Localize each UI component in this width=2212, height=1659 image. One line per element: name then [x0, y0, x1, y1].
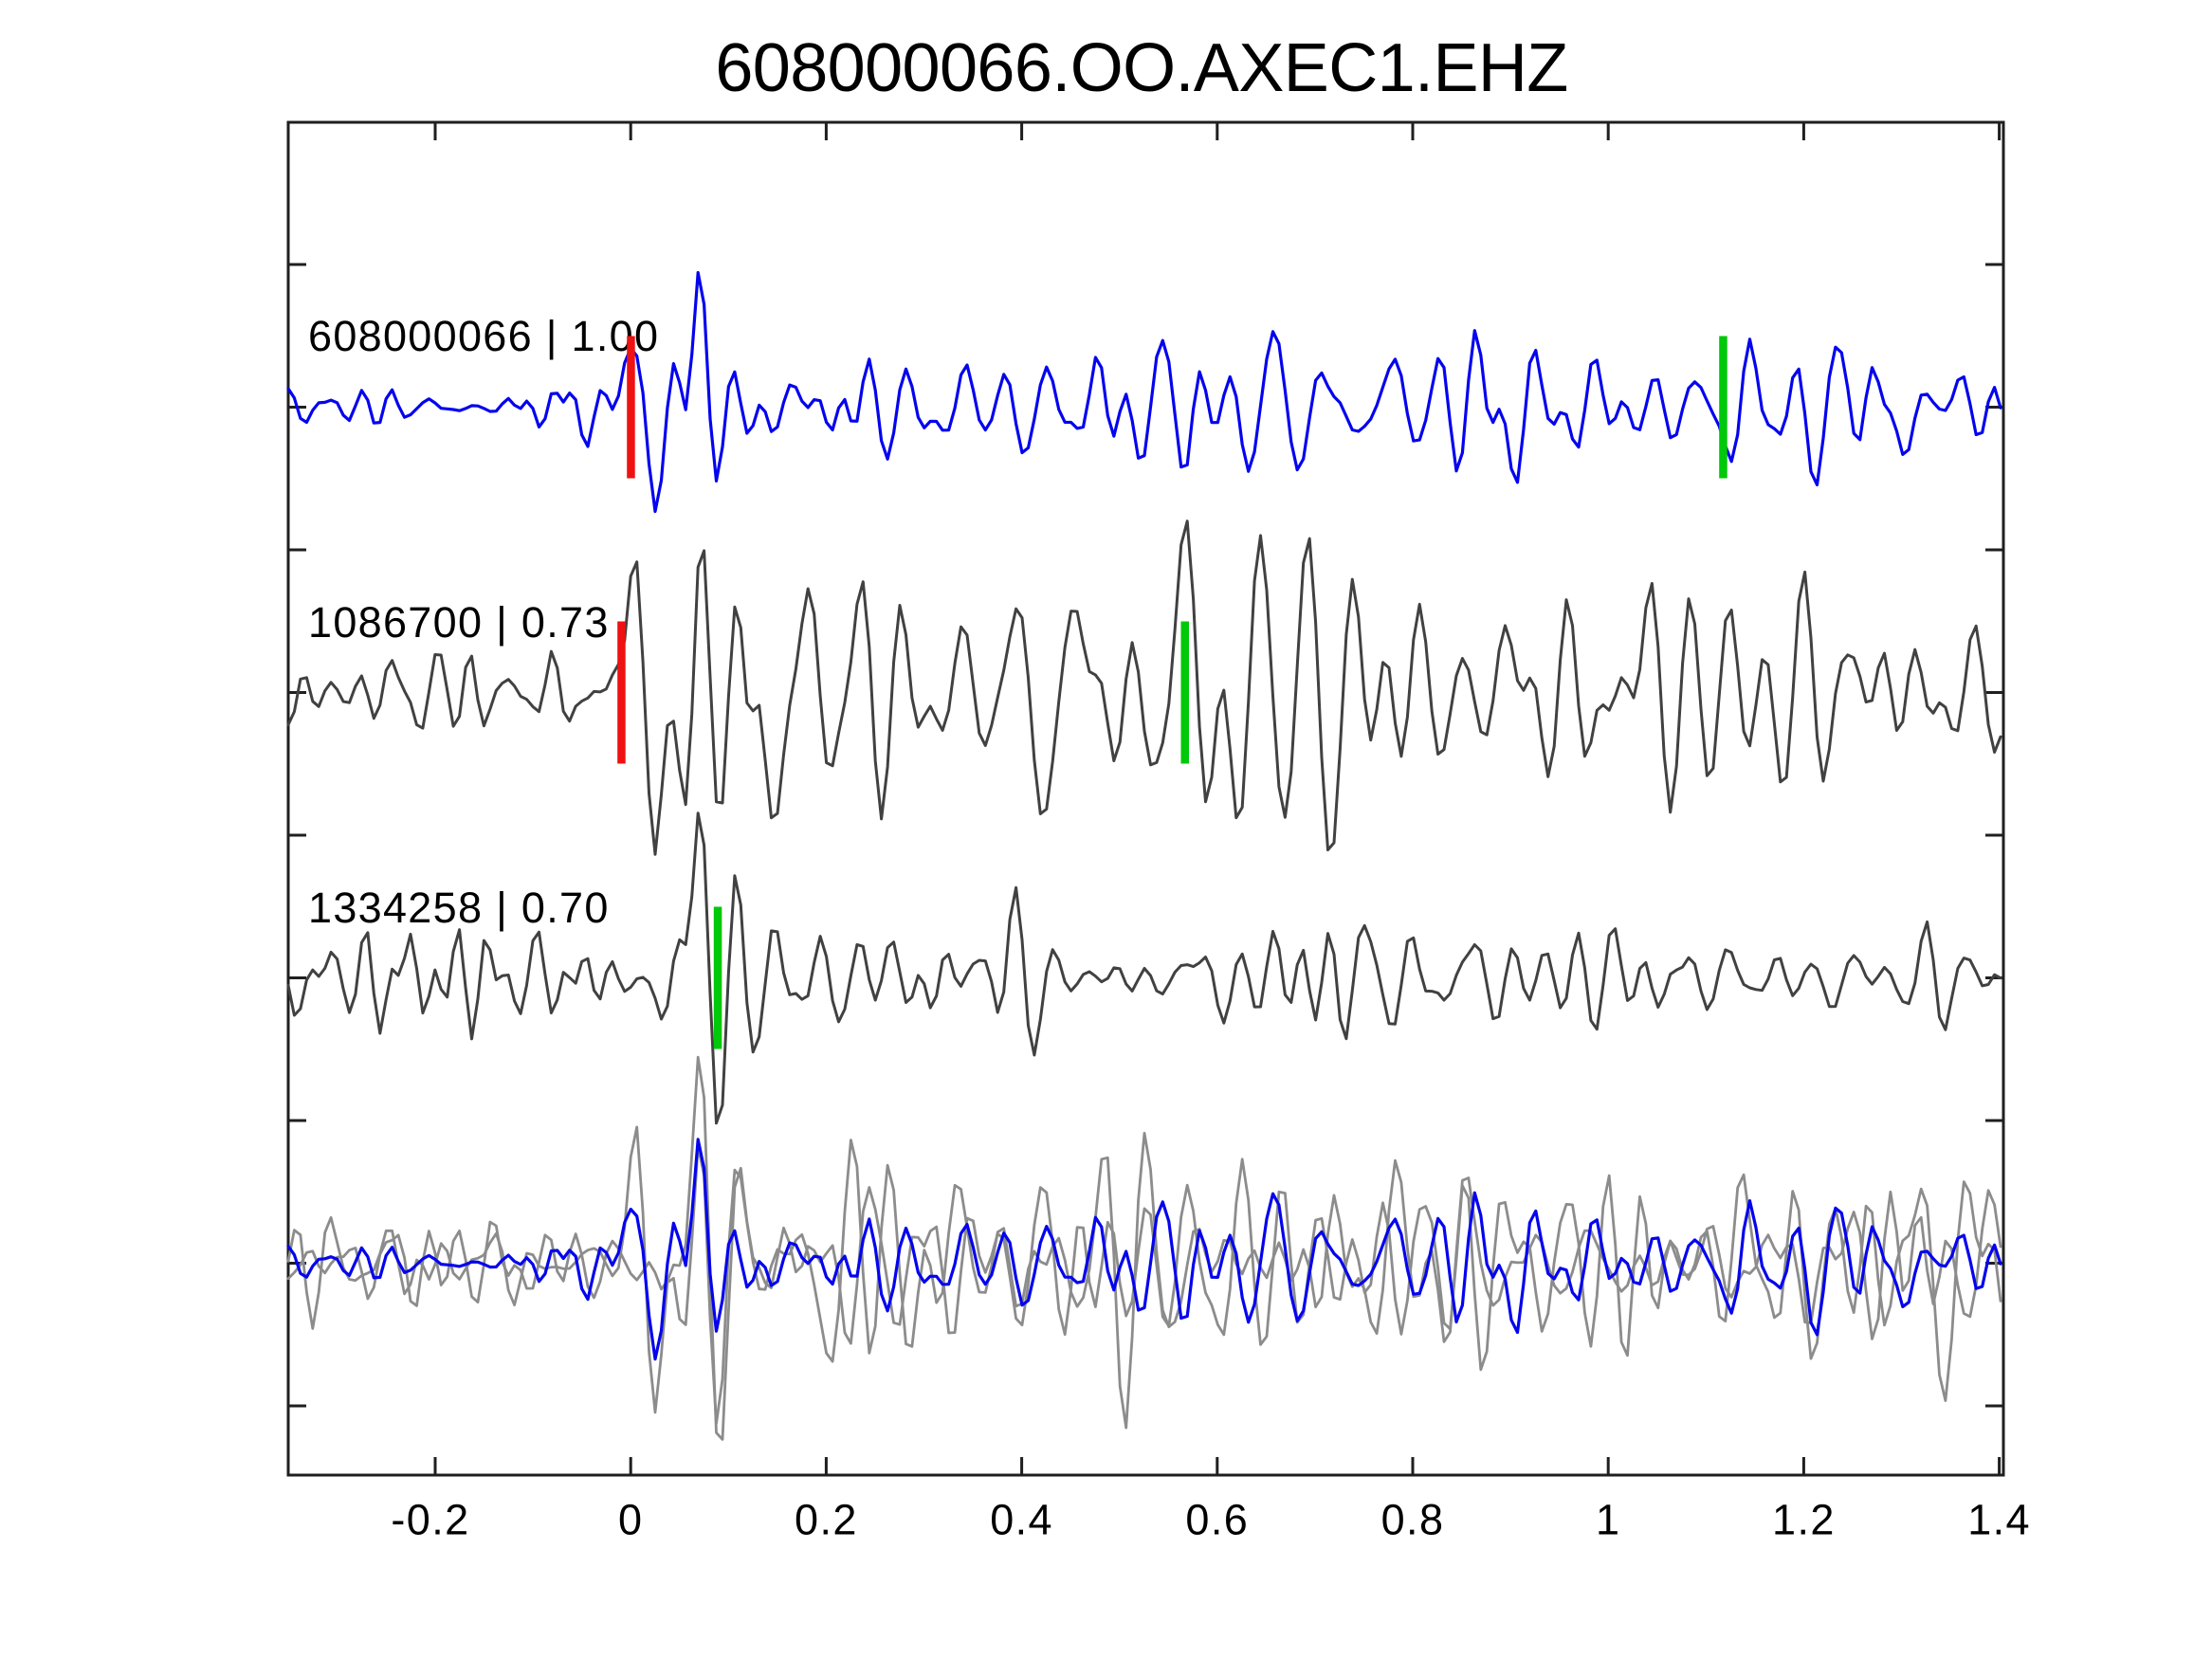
svg-text:0.2: 0.2	[795, 1496, 858, 1544]
svg-text:-0.2: -0.2	[391, 1496, 469, 1544]
svg-text:608000066.OO.AXEC1.EHZ: 608000066.OO.AXEC1.EHZ	[715, 30, 1567, 106]
svg-text:1: 1	[1596, 1496, 1620, 1544]
svg-text:0.6: 0.6	[1185, 1496, 1249, 1544]
svg-text:0: 0	[618, 1496, 643, 1544]
svg-text:1.2: 1.2	[1772, 1496, 1836, 1544]
svg-text:1086700 | 0.73: 1086700 | 0.73	[308, 598, 610, 647]
svg-text:0.8: 0.8	[1381, 1496, 1445, 1544]
svg-text:1.4: 1.4	[1967, 1496, 2031, 1544]
svg-text:608000066 | 1.00: 608000066 | 1.00	[308, 312, 659, 360]
svg-text:0.4: 0.4	[990, 1496, 1053, 1544]
svg-text:1334258 | 0.70: 1334258 | 0.70	[308, 884, 610, 932]
